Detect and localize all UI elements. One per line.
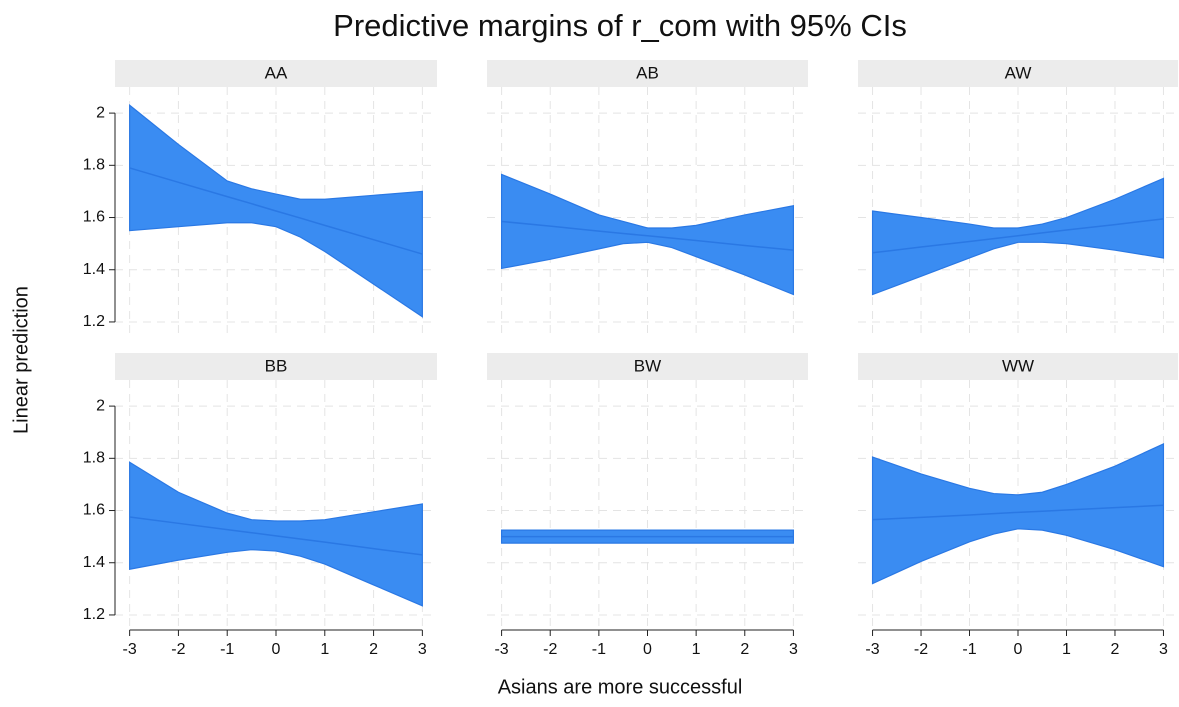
panel-title: BW (634, 356, 661, 375)
x-tick-label: 2 (740, 641, 749, 658)
ci-band (500, 173, 795, 296)
y-tick-label: 1.6 (83, 502, 105, 519)
estimate-line (872, 218, 1164, 254)
x-tick-label: 1 (1062, 641, 1071, 658)
panel-header (487, 60, 808, 87)
x-tick-label: -1 (220, 641, 234, 658)
x-tick-label: 3 (1159, 641, 1168, 658)
y-tick-label: 1.4 (83, 554, 105, 571)
x-tick-label: 2 (1111, 641, 1120, 658)
x-tick-label: 1 (320, 641, 329, 658)
x-tick-label: -2 (914, 641, 928, 658)
ci-band (871, 443, 1165, 585)
y-tick-label: 1.2 (83, 606, 105, 623)
chart-title: Predictive margins of r_com with 95% CIs (333, 8, 907, 43)
y-tick-label: 1.4 (83, 261, 105, 278)
y-tick-label: 1.8 (83, 157, 105, 174)
x-tick-label: 1 (692, 641, 701, 658)
x-tick-label: -2 (171, 641, 185, 658)
x-tick-label: -2 (543, 641, 557, 658)
x-tick-label: -1 (962, 641, 976, 658)
panel-title: BB (265, 356, 288, 375)
x-axis-label: Asians are more successful (498, 676, 743, 698)
x-tick-label: -1 (592, 641, 606, 658)
estimate-line (129, 516, 423, 556)
panel-title: AA (265, 63, 288, 82)
x-tick-label: 0 (643, 641, 652, 658)
y-tick-label: 2 (96, 397, 105, 414)
x-tick-label: 0 (272, 641, 281, 658)
x-tick-label: -3 (494, 641, 508, 658)
x-tick-label: -3 (865, 641, 879, 658)
y-tick-label: 1.6 (83, 209, 105, 226)
y-tick-label: 1.8 (83, 450, 105, 467)
estimate-line (501, 220, 794, 251)
panel-title: WW (1002, 356, 1034, 375)
panel-header (858, 353, 1178, 380)
y-tick-label: 1.2 (83, 313, 105, 330)
panel-header (115, 60, 437, 87)
panel-header (115, 353, 437, 380)
estimate-line (129, 167, 423, 255)
ci-band (129, 461, 423, 607)
y-axis-label: Linear prediction (10, 286, 32, 434)
panel-header (858, 60, 1178, 87)
panel-title: AW (1005, 63, 1032, 82)
y-tick-label: 2 (96, 104, 105, 121)
panel-title: AB (636, 63, 659, 82)
x-tick-label: 3 (789, 641, 798, 658)
panel-header (487, 353, 808, 380)
x-tick-label: 0 (1014, 641, 1023, 658)
estimate-line (872, 504, 1164, 521)
x-tick-label: -3 (123, 641, 137, 658)
x-tick-label: 3 (418, 641, 427, 658)
x-tick-label: 2 (369, 641, 378, 658)
